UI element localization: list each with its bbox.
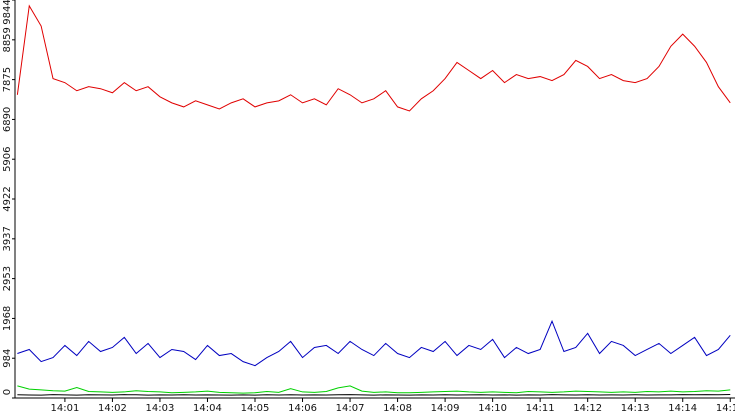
x-tick-label: 14:05 (241, 403, 270, 414)
x-tick-label: 14:04 (193, 403, 222, 414)
x-tick-label: 14:07 (336, 403, 365, 414)
series-line (17, 385, 731, 394)
series-line (17, 319, 731, 367)
x-tick-label: 14:08 (383, 403, 412, 414)
y-tick-label: 0 (2, 389, 13, 395)
y-tick-label: 3937 (2, 226, 13, 251)
x-tick-label: 14:03 (146, 403, 175, 414)
x-tick-label: 14:06 (288, 403, 317, 414)
y-tick-label: 8859 (2, 27, 13, 52)
series-line (17, 394, 731, 396)
x-tick-label: 14:13 (621, 403, 650, 414)
x-tick-label: 14:02 (98, 403, 127, 414)
y-tick-label: 5906 (2, 146, 13, 171)
y-tick-label: 9844 (2, 0, 13, 25)
y-tick-label: 4922 (2, 186, 13, 211)
y-tick-label: 7875 (2, 67, 13, 92)
x-tick-label: 14:01 (50, 403, 79, 414)
x-tick-label: 14:15 (716, 403, 735, 414)
x-tick-label: 14:09 (431, 403, 460, 414)
x-tick-label: 14:12 (573, 403, 602, 414)
y-tick-label: 6890 (2, 107, 13, 132)
x-tick-label: 14:14 (668, 403, 697, 414)
x-tick-label: 14:11 (526, 403, 555, 414)
y-tick-label: 984 (2, 349, 13, 368)
x-tick-label: 14:10 (478, 403, 507, 414)
y-tick-label: 1968 (2, 306, 13, 331)
series-line (16, 4, 731, 112)
y-tick-label: 2953 (2, 266, 13, 291)
